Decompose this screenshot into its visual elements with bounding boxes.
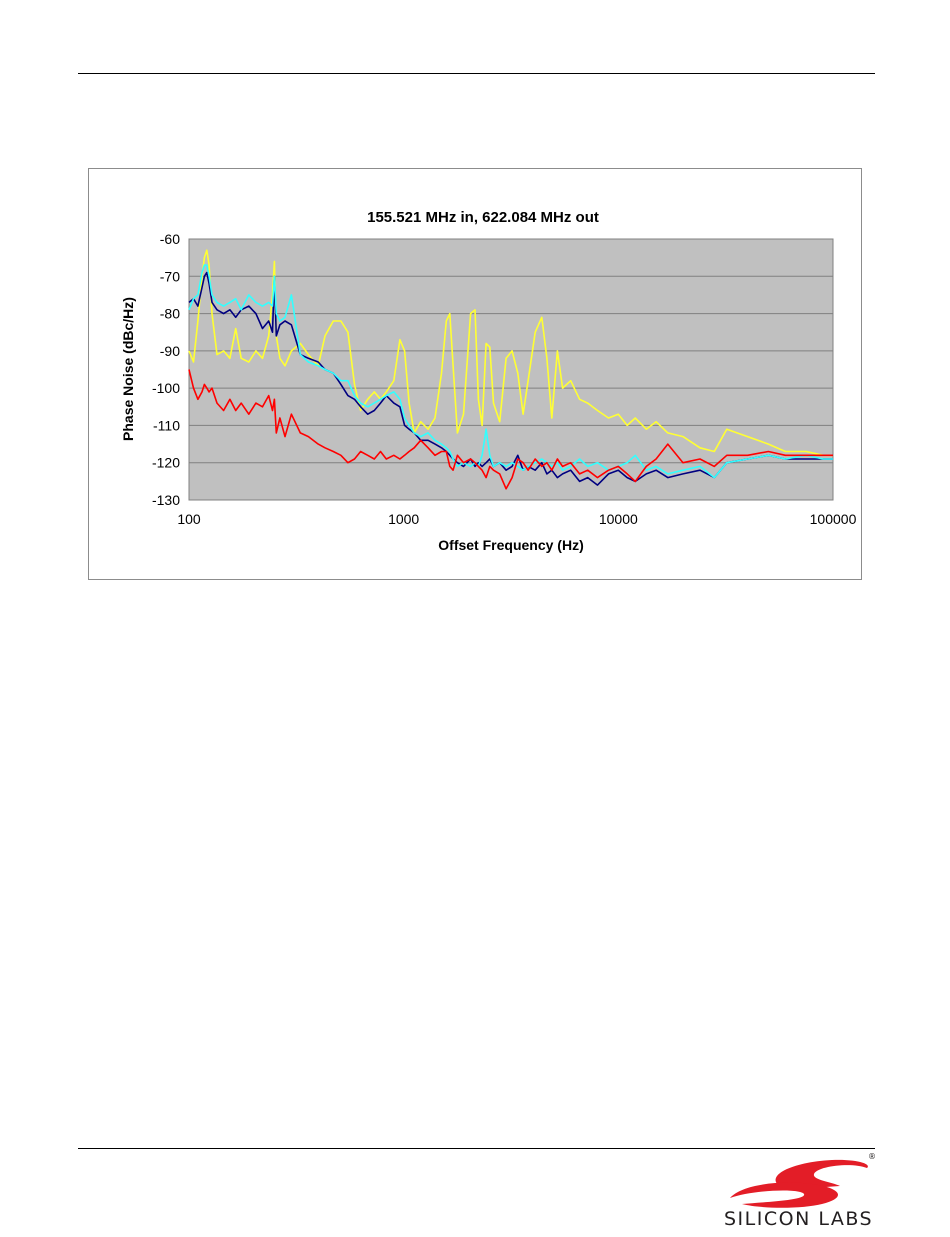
chart-title: 155.521 MHz in, 622.084 MHz out <box>367 209 599 226</box>
x-tick-label: 1000 <box>388 511 419 527</box>
logo-wordmark: SILICON LABS <box>724 1208 874 1230</box>
y-tick-label: -80 <box>160 306 180 322</box>
x-tick-label: 100000 <box>810 511 857 527</box>
x-axis-label: Offset Frequency (Hz) <box>438 537 583 553</box>
y-tick-label: -120 <box>152 455 180 471</box>
series-line-3 <box>188 264 833 479</box>
silicon-labs-logo-icon <box>730 1159 868 1208</box>
series-line-2 <box>188 271 833 486</box>
gridlines <box>189 238 833 501</box>
y-tick-label: -130 <box>152 492 180 508</box>
y-tick-label: -60 <box>160 231 180 247</box>
logo-swoosh-top <box>775 1159 868 1189</box>
footer-rule <box>78 1148 875 1149</box>
phase-noise-chart: -60 -70 -80 -90 -100 -110 -120 -130 100 1000 10000… <box>120 209 857 553</box>
y-axis-label: Phase Noise (dBc/Hz) <box>120 297 136 441</box>
series-line-4 <box>188 369 833 490</box>
y-tick-label: -90 <box>160 343 180 359</box>
series-line-1 <box>188 249 833 457</box>
header-rule <box>78 73 875 74</box>
x-tick-label: 100 <box>177 511 201 527</box>
y-tick-label: -110 <box>153 417 180 433</box>
series-layer <box>188 249 833 490</box>
y-tick-label: -70 <box>160 268 180 284</box>
registered-mark: ® <box>868 1152 876 1161</box>
tick-labels: -60 -70 -80 -90 -100 -110 -120 -130 100 1000 10000… <box>152 231 857 527</box>
chart-frame: -60 -70 -80 -90 -100 -110 -120 -130 100 1000 10000… <box>88 168 862 580</box>
x-tick-label: 10000 <box>599 511 638 527</box>
y-tick-label: -100 <box>152 380 180 396</box>
logo-swoosh-bottom <box>730 1182 839 1208</box>
